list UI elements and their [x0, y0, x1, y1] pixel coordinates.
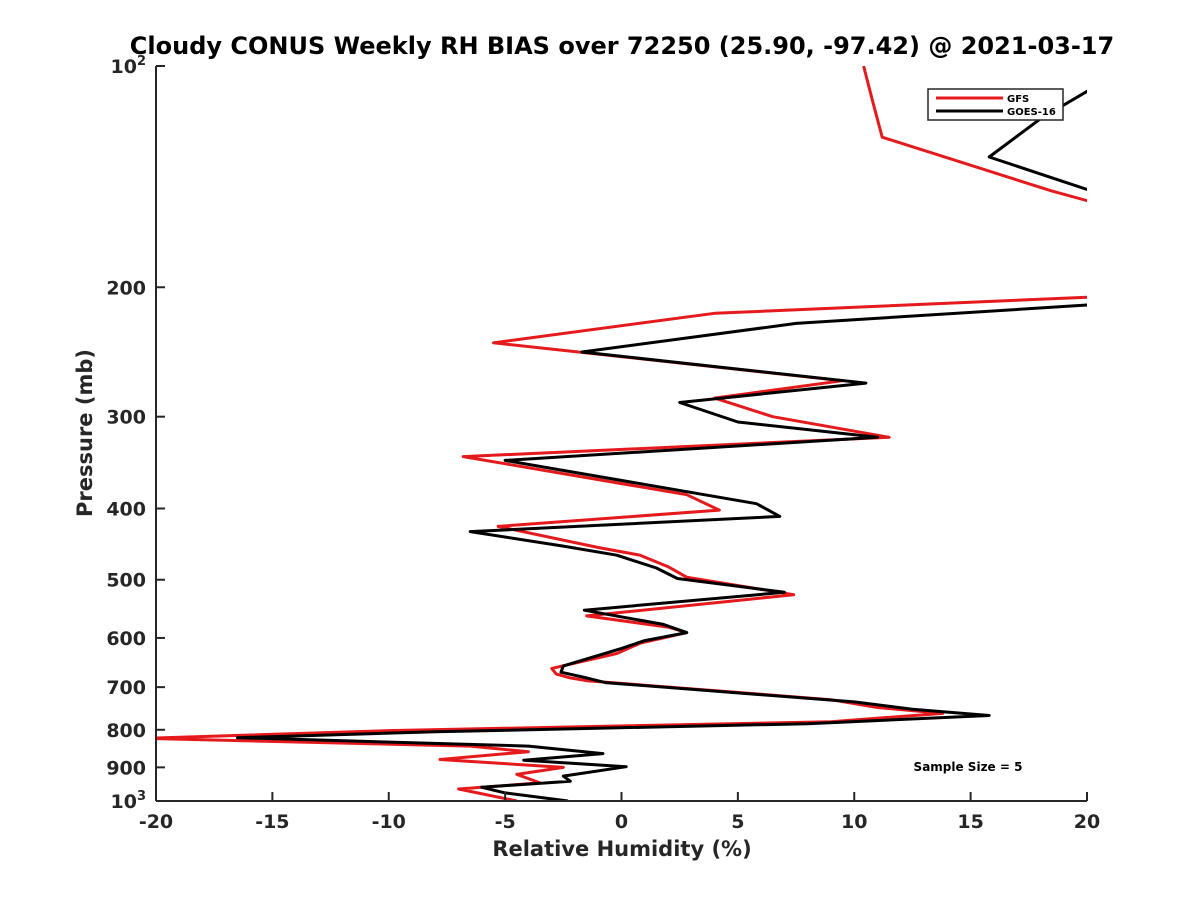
y-tick-label: 800	[106, 720, 146, 742]
y-tick-label: 102	[111, 54, 147, 78]
x-tick-label: -20	[139, 811, 173, 833]
axes-layer: -20 -15 -10 -5 0 5 10 15 20 102 200 300 400 500 600 700…	[106, 54, 1100, 833]
x-tick-label: -10	[372, 811, 406, 833]
y-tick-label: 300	[106, 407, 146, 429]
legend: GFS GOES-16	[927, 88, 1064, 121]
y-tick-label: 200	[106, 277, 146, 299]
y-tick-label: 500	[106, 570, 146, 592]
legend-label: GFS	[1007, 94, 1029, 105]
y-axis-label: Pressure (mb)	[73, 349, 97, 517]
legend-label: GOES-16	[1007, 107, 1056, 118]
y-tick-label: 700	[106, 677, 146, 699]
y-tick-label: 600	[106, 628, 146, 650]
x-tick-label: 0	[615, 811, 628, 833]
x-tick-label: -5	[495, 811, 516, 833]
series-line-goes-16	[236, 89, 1087, 801]
x-tick-label: -15	[255, 811, 289, 833]
x-axis-label: Relative Humidity (%)	[492, 837, 751, 861]
series-layer	[156, 66, 1087, 801]
chart-title: Cloudy CONUS Weekly RH BIAS over 72250 (…	[130, 32, 1114, 60]
sample-size-annotation: Sample Size = 5	[914, 760, 1023, 774]
x-tick-label: 10	[841, 811, 867, 833]
y-tick-label: 900	[106, 757, 146, 779]
x-tick-label: 5	[731, 811, 744, 833]
legend-box	[927, 88, 1064, 121]
x-tick-label: 20	[1074, 811, 1100, 833]
series-line-gfs	[156, 66, 1087, 801]
x-tick-label: 15	[957, 811, 983, 833]
y-tick-label: 103	[111, 789, 147, 813]
y-tick-label: 400	[106, 499, 146, 521]
